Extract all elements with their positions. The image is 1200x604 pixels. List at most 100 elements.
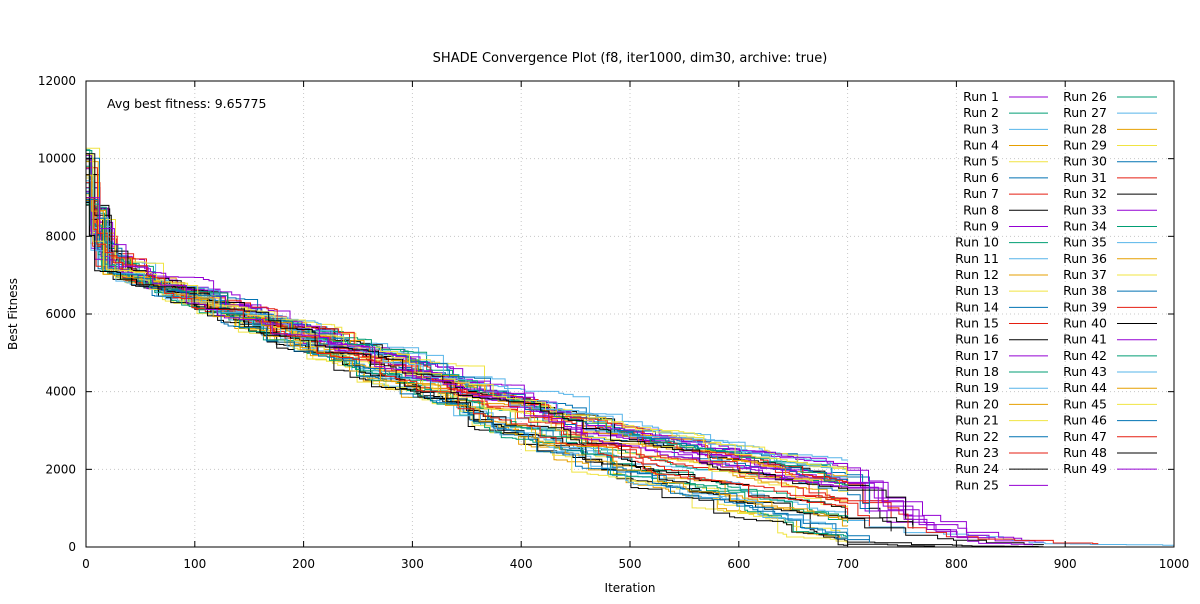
series-line-run-29 (86, 175, 849, 473)
x-axis-label: Iteration (605, 581, 656, 595)
legend-label-run-49: Run 49 (1063, 461, 1107, 476)
y-axis-label: Best Fitness (6, 278, 20, 350)
x-tick-label: 200 (292, 557, 315, 571)
avg-best-fitness-annotation: Avg best fitness: 9.65775 (107, 96, 266, 111)
legend-label-run-16: Run 16 (955, 332, 999, 347)
legend-label-run-44: Run 44 (1063, 380, 1107, 395)
x-tick-label: 600 (727, 557, 750, 571)
legend-label-run-7: Run 7 (963, 186, 999, 201)
series-line-run-12 (86, 159, 849, 503)
x-tick-label: 400 (510, 557, 533, 571)
legend-label-run-35: Run 35 (1063, 235, 1107, 250)
legend-label-run-29: Run 29 (1063, 138, 1107, 153)
series-line-run-7 (86, 199, 892, 518)
legend-label-run-22: Run 22 (955, 429, 999, 444)
series-line-run-43 (86, 175, 849, 478)
legend-label-run-12: Run 12 (955, 267, 999, 282)
series-line-run-41 (86, 155, 914, 522)
series-line-run-21 (86, 177, 849, 543)
legend-label-run-10: Run 10 (955, 235, 999, 250)
legend-label-run-33: Run 33 (1063, 202, 1107, 217)
y-tick-label: 2000 (45, 462, 76, 476)
series-line-run-8 (86, 204, 1044, 548)
legend-label-run-30: Run 30 (1063, 154, 1107, 169)
x-tick-label: 900 (1054, 557, 1077, 571)
legend-label-run-14: Run 14 (955, 299, 999, 314)
series-line-run-40 (86, 153, 1044, 546)
x-tick-label: 800 (945, 557, 968, 571)
legend-label-run-5: Run 5 (963, 154, 999, 169)
legend-label-run-46: Run 46 (1063, 413, 1107, 428)
legend-label-run-13: Run 13 (955, 283, 999, 298)
legend-label-run-9: Run 9 (963, 218, 999, 233)
legend-label-run-34: Run 34 (1063, 218, 1107, 233)
series-line-run-49 (86, 197, 1034, 546)
series-line-run-45 (86, 154, 849, 474)
series-line-run-37 (86, 147, 849, 493)
legend-label-run-26: Run 26 (1063, 89, 1107, 104)
series-line-run-20 (86, 197, 849, 486)
series-line-run-30 (86, 192, 870, 540)
legend-label-run-41: Run 41 (1063, 332, 1107, 347)
series-line-run-34 (86, 160, 849, 517)
legend-label-run-25: Run 25 (955, 477, 999, 492)
legend-label-run-20: Run 20 (955, 396, 999, 411)
legend-label-run-8: Run 8 (963, 202, 999, 217)
series-line-run-22 (86, 157, 849, 481)
x-tick-label: 100 (183, 557, 206, 571)
legend-label-run-11: Run 11 (955, 251, 999, 266)
legend-label-run-32: Run 32 (1063, 186, 1107, 201)
legend-label-run-43: Run 43 (1063, 364, 1107, 379)
series-line-run-44 (86, 174, 849, 522)
y-tick-label: 6000 (45, 307, 76, 321)
legend-label-run-1: Run 1 (963, 89, 999, 104)
legend-label-run-38: Run 38 (1063, 283, 1107, 298)
legend-label-run-19: Run 19 (955, 380, 999, 395)
y-tick-label: 4000 (45, 385, 76, 399)
legend-label-run-42: Run 42 (1063, 348, 1107, 363)
x-tick-label: 300 (401, 557, 424, 571)
legend-label-run-15: Run 15 (955, 316, 999, 331)
series-line-run-1 (86, 187, 1044, 543)
legend-label-run-40: Run 40 (1063, 316, 1107, 331)
series-line-run-33 (86, 158, 1023, 541)
series-line-run-9 (86, 190, 914, 526)
series-line-run-35 (86, 180, 849, 467)
legend-label-run-2: Run 2 (963, 105, 999, 120)
legend-label-run-23: Run 23 (955, 445, 999, 460)
chart-title: SHADE Convergence Plot (f8, iter1000, di… (433, 51, 828, 66)
y-tick-label: 0 (68, 540, 76, 554)
legend-label-run-21: Run 21 (955, 413, 999, 428)
legend-label-run-17: Run 17 (955, 348, 999, 363)
legend-label-run-48: Run 48 (1063, 445, 1107, 460)
legend-label-run-36: Run 36 (1063, 251, 1107, 266)
series-line-run-28 (86, 199, 849, 527)
ticks: 0 100 200 300 400 500 600 700 800 900 100002000400… (38, 74, 1189, 571)
legend-label-run-3: Run 3 (963, 121, 999, 136)
legend-label-run-31: Run 31 (1063, 170, 1107, 185)
series-line-run-48 (86, 153, 914, 526)
x-tick-label: 1000 (1159, 557, 1190, 571)
series-line-run-24 (86, 174, 936, 547)
y-tick-label: 10000 (38, 152, 76, 166)
legend-label-run-6: Run 6 (963, 170, 999, 185)
series-line-run-26 (86, 150, 849, 538)
series-lines (86, 147, 1175, 548)
legend-label-run-45: Run 45 (1063, 396, 1107, 411)
legend-label-run-28: Run 28 (1063, 121, 1107, 136)
y-tick-label: 8000 (45, 229, 76, 243)
series-line-run-6 (86, 175, 870, 510)
series-line-run-3 (86, 182, 849, 461)
legend-label-run-39: Run 39 (1063, 299, 1107, 314)
series-line-run-31 (86, 182, 1099, 545)
series-line-run-36 (86, 161, 849, 489)
legend-label-run-37: Run 37 (1063, 267, 1107, 282)
legend-label-run-47: Run 47 (1063, 429, 1107, 444)
x-tick-label: 0 (82, 557, 90, 571)
legend-label-run-4: Run 4 (963, 138, 999, 153)
x-tick-label: 500 (619, 557, 642, 571)
legend-label-run-24: Run 24 (955, 461, 999, 476)
